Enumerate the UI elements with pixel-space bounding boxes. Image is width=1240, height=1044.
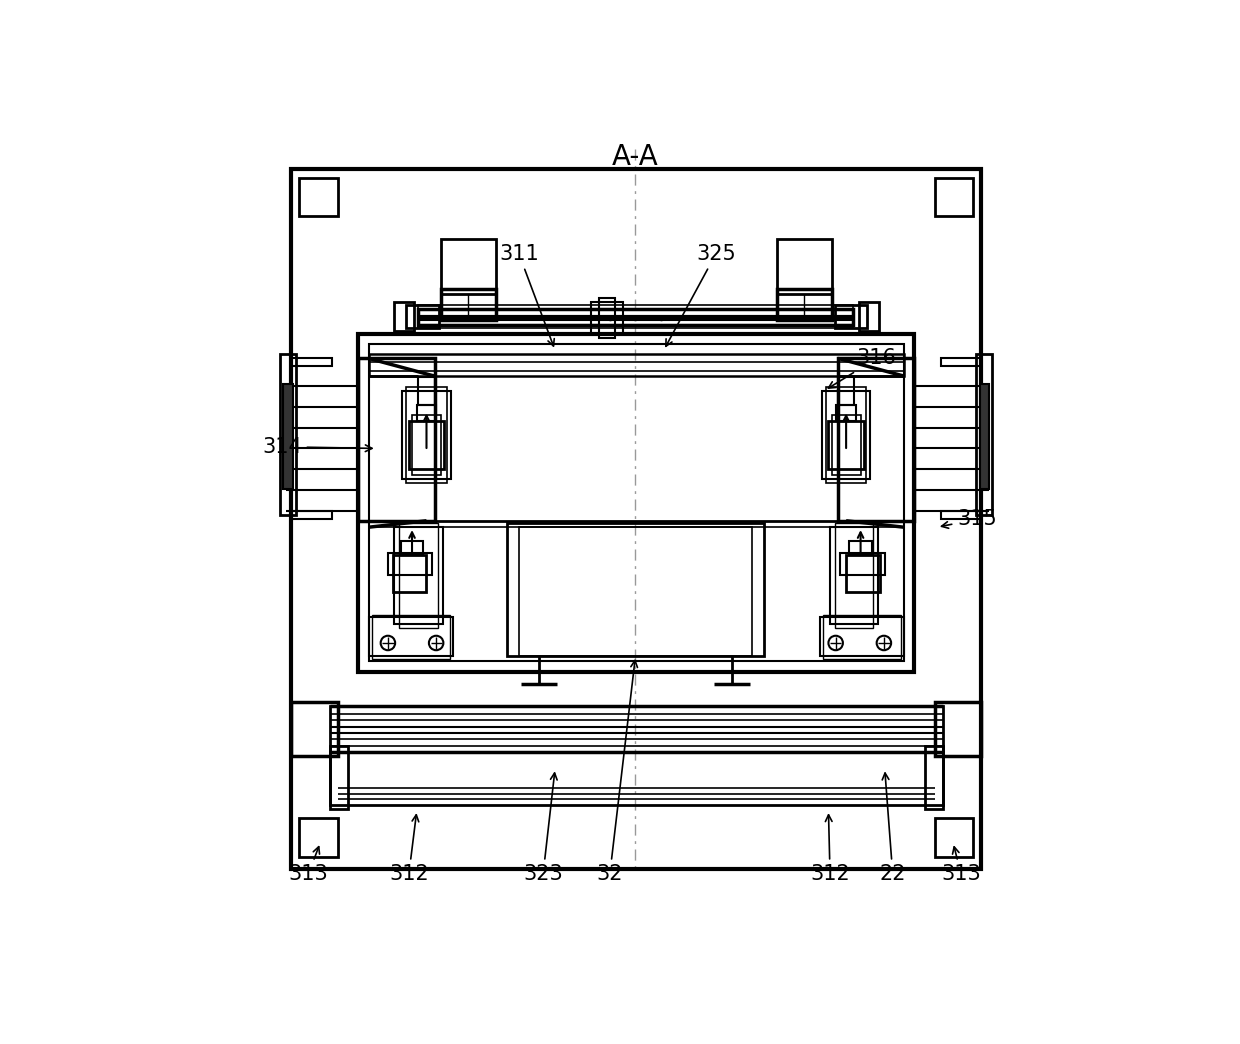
Bar: [777, 239, 832, 294]
Bar: [418, 309, 853, 325]
Bar: [407, 386, 446, 483]
Bar: [846, 555, 880, 592]
Bar: [393, 555, 427, 592]
Bar: [507, 523, 764, 656]
Text: 316: 316: [828, 349, 897, 388]
Bar: [300, 177, 339, 216]
Bar: [823, 615, 900, 659]
Bar: [388, 553, 432, 575]
Bar: [941, 512, 981, 519]
Bar: [925, 745, 942, 809]
Text: 22: 22: [879, 773, 906, 884]
Bar: [837, 405, 856, 421]
Bar: [300, 818, 339, 857]
Bar: [401, 541, 423, 555]
Bar: [407, 305, 439, 328]
Bar: [935, 702, 981, 756]
Bar: [828, 421, 864, 470]
Bar: [826, 386, 867, 483]
Text: 311: 311: [498, 244, 554, 346]
Bar: [394, 527, 443, 623]
Bar: [935, 177, 973, 216]
Bar: [941, 358, 981, 366]
Bar: [358, 358, 434, 521]
Bar: [291, 358, 331, 366]
Bar: [291, 702, 339, 756]
Text: 313: 313: [941, 847, 981, 884]
Bar: [838, 377, 854, 405]
Bar: [291, 169, 981, 869]
Bar: [841, 553, 884, 575]
Bar: [330, 745, 347, 809]
Bar: [330, 753, 942, 805]
Bar: [402, 390, 450, 479]
Text: 312: 312: [810, 814, 849, 884]
Bar: [280, 354, 296, 515]
Bar: [835, 523, 873, 627]
Bar: [830, 527, 878, 623]
Bar: [832, 414, 861, 475]
Bar: [822, 390, 870, 479]
Text: 32: 32: [596, 661, 637, 884]
Text: 315: 315: [941, 509, 997, 529]
Text: 325: 325: [666, 244, 735, 347]
Bar: [291, 512, 331, 519]
Text: A-A: A-A: [613, 143, 658, 171]
Bar: [820, 617, 904, 656]
Bar: [777, 289, 832, 319]
Bar: [849, 541, 872, 555]
Bar: [417, 405, 436, 421]
Bar: [859, 302, 879, 331]
Bar: [368, 343, 904, 662]
Bar: [835, 305, 867, 328]
Text: 314: 314: [262, 436, 372, 457]
Bar: [372, 615, 450, 659]
Bar: [368, 354, 904, 376]
Text: 313: 313: [289, 847, 329, 884]
Bar: [976, 354, 992, 515]
Bar: [284, 384, 293, 489]
Bar: [441, 239, 496, 294]
Bar: [418, 305, 853, 328]
Bar: [409, 421, 444, 470]
Bar: [935, 818, 973, 857]
Bar: [399, 523, 438, 627]
Bar: [518, 527, 753, 656]
Text: 323: 323: [523, 773, 563, 884]
Bar: [412, 414, 441, 475]
Bar: [599, 299, 615, 338]
Bar: [418, 377, 434, 405]
Bar: [591, 302, 624, 334]
Bar: [394, 302, 414, 331]
Text: 312: 312: [389, 814, 429, 884]
Bar: [368, 617, 453, 656]
Bar: [980, 384, 990, 489]
Bar: [838, 358, 914, 521]
Bar: [358, 334, 914, 672]
Bar: [441, 289, 496, 319]
Bar: [330, 706, 942, 753]
